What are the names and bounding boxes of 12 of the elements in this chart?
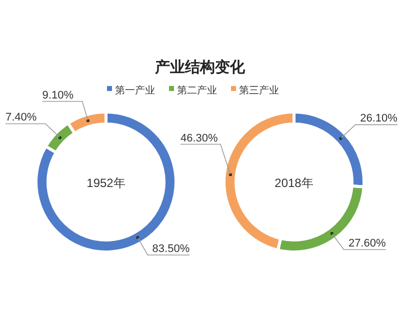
data-label: 27.60% [348, 238, 386, 250]
chart-title: 产业结构变化 [154, 58, 246, 76]
legend-label: 第二产业 [177, 84, 217, 97]
data-label: 46.30% [180, 132, 218, 144]
data-label: 83.50% [152, 242, 190, 255]
data-label: 9.10% [42, 89, 74, 102]
text: 2018年 [274, 176, 314, 190]
legend-label: 第三产业 [239, 84, 279, 97]
text: 1952年 [86, 176, 126, 190]
legend-label: 第一产业 [115, 84, 155, 97]
data-label: 26.10% [360, 112, 398, 125]
data-label: 7.40% [5, 112, 37, 124]
